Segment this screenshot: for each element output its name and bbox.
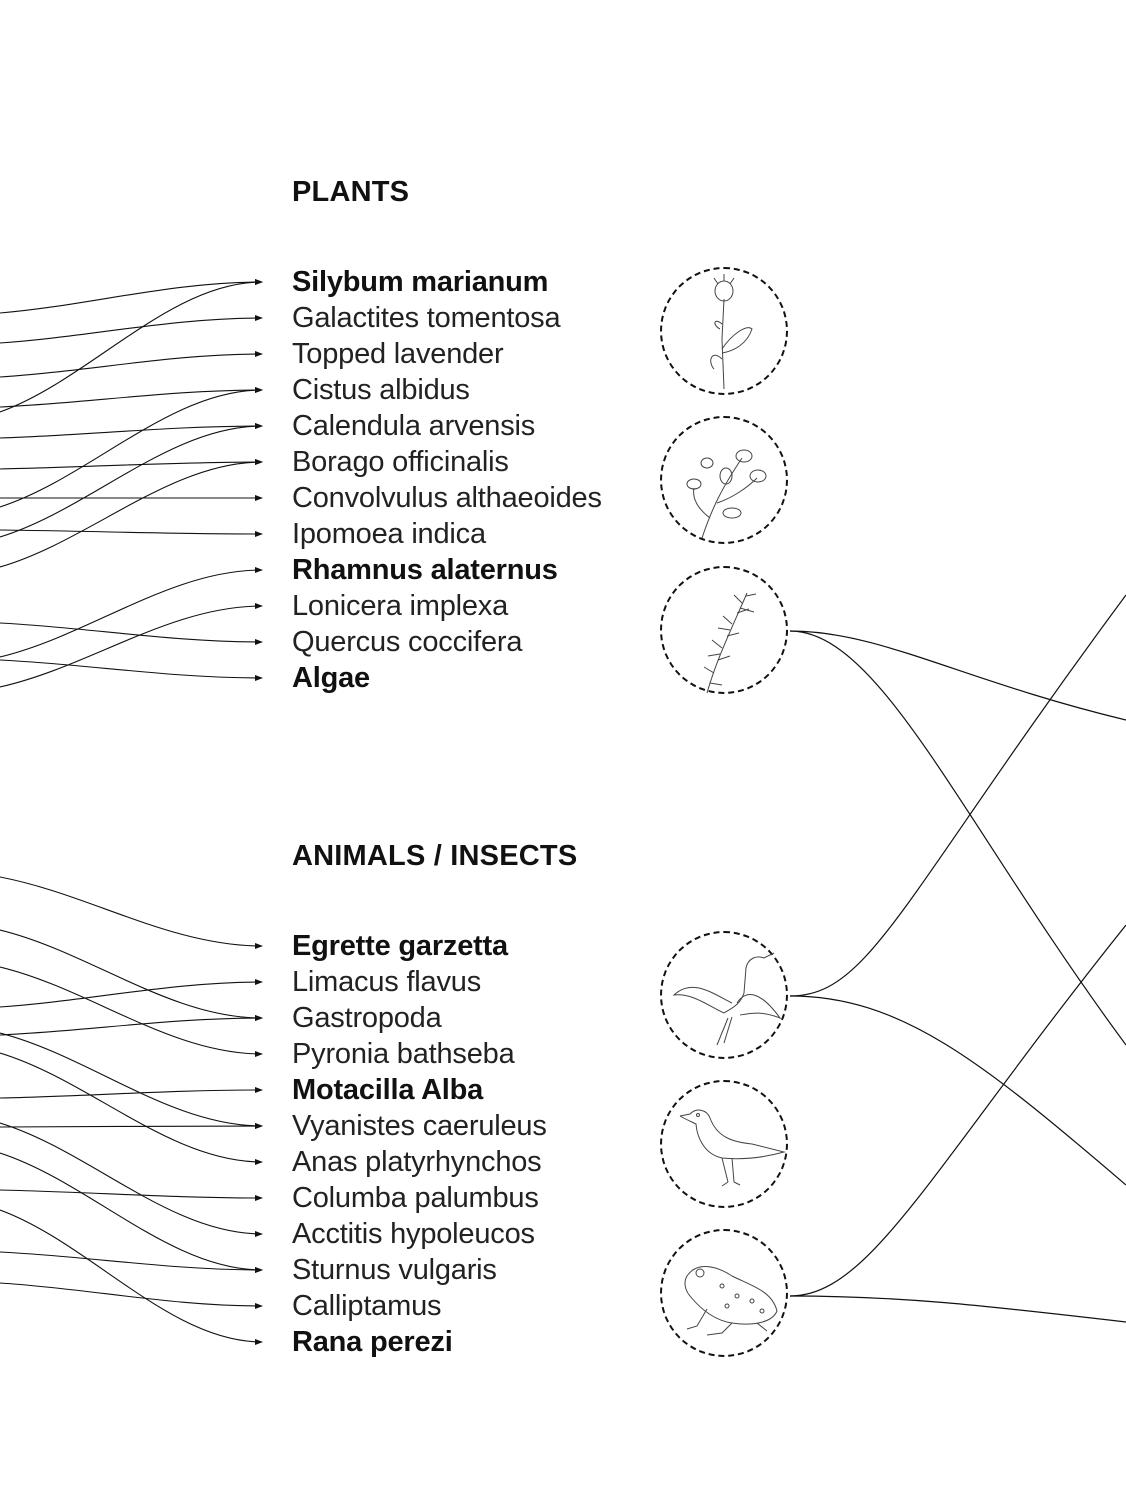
animals-item: Acctitis hypoleucos [292, 1218, 535, 1250]
incoming-link-arrow [0, 387, 263, 508]
animals-item: Anas platyrhynchos [292, 1146, 542, 1178]
plants-item: Convolvulus althaeoides [292, 482, 602, 514]
animals-item: Calliptamus [292, 1290, 442, 1322]
plants-item: Rhamnus alaternus [292, 554, 558, 586]
animals-heading: ANIMALS / INSECTS [292, 840, 578, 872]
link-egret-right-2 [789, 995, 1126, 1186]
link-rhamnus-right-2 [789, 630, 1126, 1046]
plants-item: Calendula arvensis [292, 410, 536, 442]
incoming-link-arrow [0, 1052, 263, 1165]
borage-illustration [660, 416, 788, 544]
plants-item: Cistus albidus [292, 374, 470, 406]
incoming-link-arrow [0, 966, 263, 1057]
animals-item: Limacus flavus [292, 966, 481, 998]
plants-heading: PLANTS [292, 176, 410, 208]
plants-item: Ipomoea indica [292, 518, 486, 550]
incoming-link-arrow [0, 979, 263, 1008]
link-frog-right-1 [789, 924, 1126, 1297]
incoming-link-arrow [0, 529, 263, 537]
plants-item: Lonicera implexa [292, 590, 509, 622]
incoming-link-arrow [0, 1032, 263, 1129]
incoming-link-arrow [0, 1123, 263, 1130]
incoming-link-arrow [0, 929, 263, 1021]
incoming-link-arrow [0, 423, 263, 439]
incoming-link-arrow [0, 1251, 263, 1273]
animals-item: Egrette garzetta [292, 930, 508, 962]
animals-item: Gastropoda [292, 1002, 442, 1034]
plants-item: Algae [292, 662, 370, 694]
incoming-link-arrow [0, 1087, 263, 1099]
link-egret-right-1 [789, 594, 1126, 997]
incoming-link-arrow [0, 603, 263, 688]
incoming-link-arrow [0, 279, 263, 413]
animals-item: Vyanistes caeruleus [292, 1110, 547, 1142]
incoming-link-arrow [0, 1189, 263, 1201]
link-frog-right-2 [789, 1295, 1126, 1323]
incoming-link-arrow [0, 387, 263, 408]
animals-item: Motacilla Alba [292, 1074, 484, 1106]
incoming-link-arrow [0, 423, 263, 538]
frog-illustration [660, 1229, 788, 1357]
incoming-link-arrow [0, 459, 263, 470]
animals-item: Sturnus vulgaris [292, 1254, 497, 1286]
incoming-link-arrow [0, 459, 263, 568]
incoming-link-arrow [0, 567, 263, 658]
incoming-link-arrow [0, 1122, 263, 1237]
animals-item: Pyronia bathseba [292, 1038, 515, 1070]
incoming-link-arrow [0, 279, 263, 314]
link-rhamnus-right-1 [789, 630, 1126, 721]
incoming-link-arrow [0, 1209, 263, 1345]
incoming-link-arrow [0, 315, 263, 344]
plants-item: Borago officinalis [292, 446, 509, 478]
rhamnus-branch-illustration [660, 566, 788, 694]
plants-list: Silybum marianum Galactites tomentosa Topp… [292, 264, 602, 696]
animals-item: Rana perezi [292, 1326, 453, 1358]
plants-item: Topped lavender [292, 338, 504, 370]
incoming-link-arrow [0, 659, 263, 681]
egret-illustration [660, 931, 788, 1059]
incoming-link-arrow [0, 622, 263, 645]
plants-item: Quercus coccifera [292, 626, 523, 658]
wagtail-illustration [660, 1080, 788, 1208]
incoming-link-arrow [0, 1282, 263, 1309]
incoming-link-arrow [0, 351, 263, 378]
animals-list: Egrette garzetta Limacus flavus Gastropoda… [292, 928, 547, 1360]
incoming-link-arrow [0, 1152, 263, 1273]
plants-item: Silybum marianum [292, 266, 549, 298]
incoming-link-arrow [0, 1015, 263, 1036]
thistle-illustration [660, 267, 788, 395]
plants-item: Galactites tomentosa [292, 302, 561, 334]
animals-item: Columba palumbus [292, 1182, 539, 1214]
incoming-link-arrow [0, 876, 263, 949]
